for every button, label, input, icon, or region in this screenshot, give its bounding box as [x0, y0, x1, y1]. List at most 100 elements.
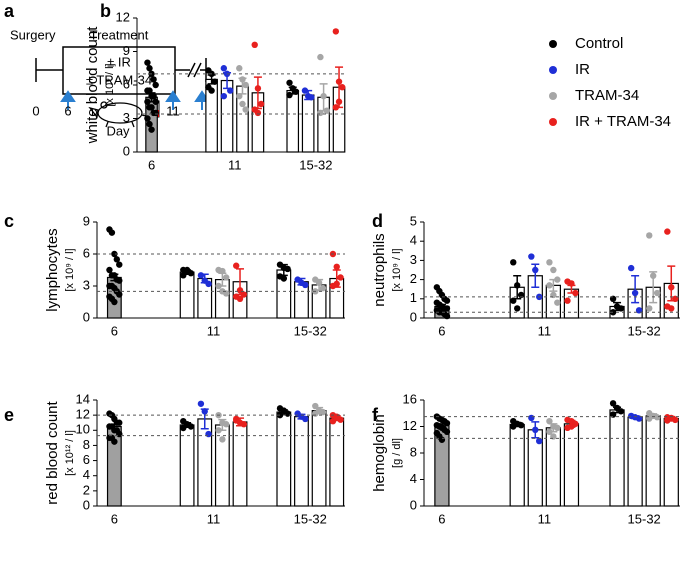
- bar: [311, 410, 327, 507]
- error-bar: [223, 71, 232, 90]
- y-tick-label: 14: [76, 391, 90, 406]
- y-axis-unit: [x 10¹² / l]: [64, 430, 76, 476]
- data-point: [116, 277, 123, 284]
- panel-letter: e: [4, 405, 14, 425]
- data-point: [609, 400, 617, 407]
- data-point: [152, 98, 159, 105]
- x-tick-label: 11: [228, 157, 242, 172]
- y-tick-label: 0: [83, 309, 90, 324]
- ir-label: ± IR: [107, 54, 131, 69]
- timeline-diagram: Surgery Treatment ± IR ± TRAM-34 0 6: [10, 27, 210, 138]
- y-tick-label: 6: [83, 245, 90, 260]
- data-point: [257, 100, 265, 108]
- data-point: [222, 274, 230, 281]
- data-point: [220, 92, 228, 100]
- data-point: [152, 81, 159, 89]
- data-point: [668, 305, 675, 312]
- y-tick-label: 4: [410, 471, 417, 486]
- error-bar: [319, 83, 328, 112]
- data-point: [180, 424, 187, 432]
- error-bar: [253, 76, 262, 110]
- y-tick-label: 2: [83, 482, 90, 497]
- bar: [179, 271, 195, 319]
- legend-marker: [549, 40, 557, 48]
- panel-letter: f: [372, 405, 379, 425]
- bar: [294, 416, 309, 507]
- data-point: [514, 305, 521, 312]
- data-point: [554, 299, 561, 306]
- data-point: [116, 430, 123, 438]
- error-bar: [315, 278, 324, 292]
- y-tick-label: 0: [410, 309, 417, 324]
- x-tick-label: 6: [148, 157, 155, 172]
- data-point: [554, 424, 561, 432]
- y-tick-label: 1: [410, 290, 417, 305]
- data-point: [197, 272, 205, 279]
- data-point: [443, 312, 451, 320]
- data-point: [106, 266, 113, 274]
- data-point: [148, 104, 155, 111]
- data-point: [443, 297, 451, 304]
- bar: [609, 409, 625, 507]
- bar: [563, 423, 580, 507]
- data-point: [205, 430, 212, 438]
- y-tick-label: 9: [83, 213, 90, 228]
- data-point: [242, 81, 249, 89]
- legend-marker: [549, 118, 557, 126]
- error-bar: [531, 421, 540, 439]
- y-tick-label: 16: [403, 391, 417, 406]
- panel-letter: c: [4, 211, 14, 231]
- data-point: [536, 437, 543, 445]
- error-bar: [236, 417, 245, 427]
- error-bar: [613, 301, 622, 312]
- panel-letter: a: [4, 1, 15, 21]
- x-tick-label: 15-32: [628, 323, 661, 338]
- error-bar: [332, 415, 341, 422]
- data-point: [242, 106, 249, 113]
- x-tick-label: 11: [538, 511, 552, 526]
- y-axis-label: hemoglobin: [371, 414, 388, 492]
- error-bar: [288, 86, 297, 95]
- error-bar: [567, 284, 576, 294]
- error-bar: [200, 273, 209, 284]
- data-point: [254, 109, 262, 117]
- error-bar: [183, 421, 192, 429]
- tram-label: ± TRAM-34: [86, 72, 152, 87]
- data-point: [219, 436, 226, 443]
- y-tick-label: 0: [123, 143, 130, 158]
- x-tick-label: 15-32: [299, 157, 332, 172]
- bar: [509, 423, 525, 507]
- data-point: [337, 274, 344, 281]
- error-bar: [567, 419, 576, 428]
- data-point: [205, 280, 212, 288]
- x-tick-label: 6: [111, 323, 118, 338]
- data-point: [239, 100, 246, 108]
- error-bar: [238, 77, 247, 95]
- data-point: [284, 410, 291, 417]
- data-point: [187, 423, 195, 430]
- data-point: [664, 228, 671, 235]
- bar: [663, 417, 679, 507]
- error-bar: [437, 303, 446, 310]
- error-bar: [649, 413, 658, 419]
- data-point: [443, 428, 451, 435]
- blood-draw-arrows: [60, 90, 210, 110]
- y-tick-label: 6: [83, 452, 90, 467]
- error-bar: [110, 423, 119, 430]
- error-bar: [147, 92, 156, 103]
- x-tick-label: 15-32: [628, 511, 661, 526]
- data-point: [280, 275, 288, 282]
- y-tick-label: 12: [116, 9, 130, 24]
- bar: [286, 89, 300, 153]
- error-bar: [549, 278, 558, 292]
- x-tick-label: 6: [438, 323, 445, 338]
- data-point: [646, 305, 653, 312]
- error-bar: [183, 269, 192, 276]
- bar: [232, 421, 248, 507]
- legend-marker: [549, 66, 557, 74]
- data-point: [148, 126, 155, 133]
- y-tick-label: 8: [410, 444, 417, 459]
- data-point: [510, 259, 517, 266]
- error-bar: [667, 265, 676, 302]
- error-bar: [649, 271, 658, 304]
